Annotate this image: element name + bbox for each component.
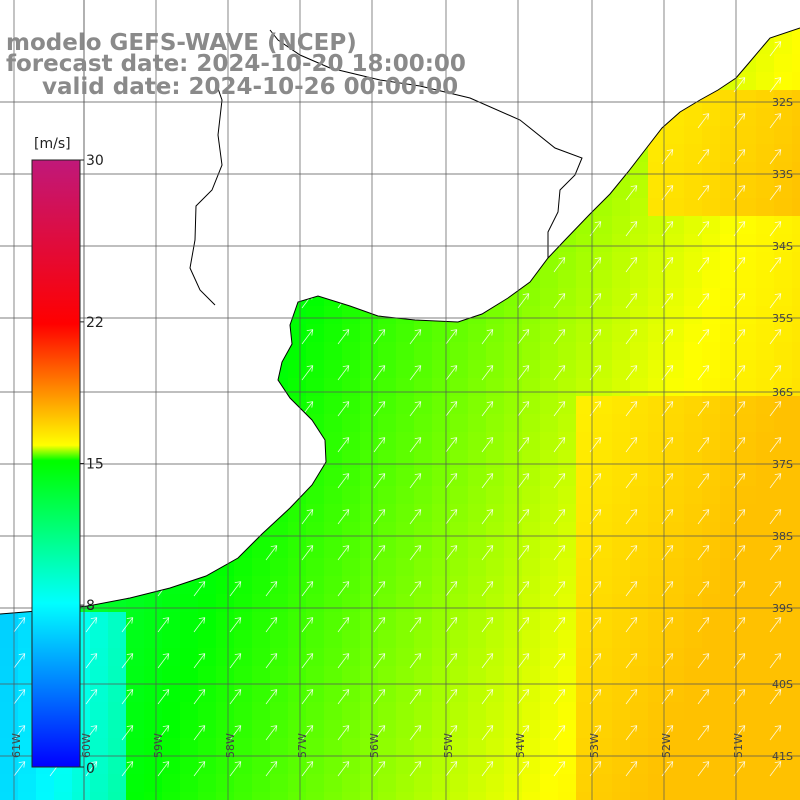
lon-label: 61W: [10, 733, 23, 758]
lon-label: 59W: [152, 733, 165, 758]
lat-label: 40S: [772, 678, 793, 691]
valid-date: valid date: 2024-10-26 00:00:00: [42, 74, 459, 100]
model-title: modelo GEFS-WAVE (NCEP): [6, 30, 357, 56]
lat-label: 33S: [772, 168, 793, 181]
country-borders: [189, 29, 583, 306]
lat-label: 35S: [772, 312, 793, 325]
colorbar-ramp: [31, 159, 81, 768]
axis-labels: 32S 33S 34S 35S 36S 37S 38S 39S 40S 41S 61W 60W 59W 5…: [10, 96, 793, 763]
lon-label: 56W: [368, 733, 381, 758]
colorbar-unit: [m/s]: [34, 136, 71, 152]
colorbar: [m/s] 30 22 15 8 0: [31, 136, 104, 777]
coastline: [0, 27, 800, 615]
lat-label: 34S: [772, 240, 793, 253]
lat-label: 39S: [772, 602, 793, 615]
lat-label: 38S: [772, 530, 793, 543]
lat-label: 32S: [772, 96, 793, 109]
lon-label: 57W: [296, 733, 309, 758]
colorbar-tick-label: 8: [86, 598, 95, 614]
lon-label: 51W: [732, 733, 745, 758]
lat-label: 36S: [772, 386, 793, 399]
forecast-date: forecast date: 2024-10-20 18:00:00: [6, 51, 466, 77]
colorbar-tick-label: 30: [86, 153, 104, 169]
lon-label: 54W: [514, 733, 527, 758]
lon-label: 53W: [588, 733, 601, 758]
colorbar-tick-label: 0: [86, 761, 95, 777]
land-mass: [0, 0, 800, 614]
lat-label: 41S: [772, 750, 793, 763]
lat-label: 37S: [772, 458, 793, 471]
lon-label: 58W: [224, 733, 237, 758]
lon-label: 60W: [80, 733, 93, 758]
colorbar-tick-label: 22: [86, 315, 104, 331]
lon-label: 52W: [660, 733, 673, 758]
colorbar-tick-label: 15: [86, 457, 104, 473]
lon-label: 55W: [442, 733, 455, 758]
